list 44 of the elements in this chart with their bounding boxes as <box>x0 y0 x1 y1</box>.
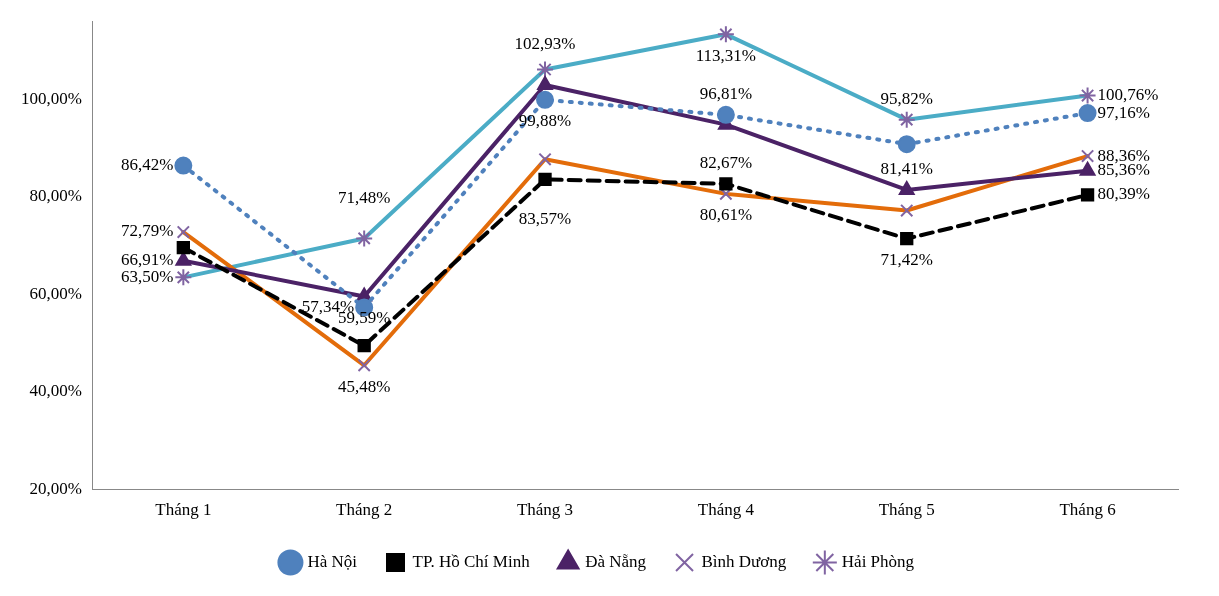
data-label: 100,76% <box>1097 85 1159 105</box>
y-tick-label: 40,00% <box>29 381 82 401</box>
data-label: 96,81% <box>699 84 753 104</box>
data-label: 83,57% <box>518 208 572 228</box>
legend-label: Hà Nội <box>307 551 358 571</box>
point <box>1078 104 1097 123</box>
data-label: 99,88% <box>518 111 572 131</box>
point <box>174 156 193 175</box>
data-label: 97,16% <box>1097 102 1150 122</box>
point <box>357 339 371 353</box>
y-tick-label: 80,00% <box>29 186 82 206</box>
data-label: 45,48% <box>337 376 391 396</box>
x-tick-label: Tháng 4 <box>697 500 755 520</box>
data-label: 102,93% <box>514 34 576 54</box>
data-label: 80,61% <box>699 205 753 225</box>
point <box>538 172 552 187</box>
legend-label: Bình Dương <box>701 551 787 571</box>
point <box>176 240 190 255</box>
data-label: 81,41% <box>880 159 933 179</box>
point <box>1080 188 1095 202</box>
data-label: 80,39% <box>1097 184 1150 204</box>
data-label: 71,42% <box>880 250 933 270</box>
data-label: 86,42% <box>120 154 174 174</box>
point <box>900 232 914 246</box>
y-tick-label: 20,00% <box>29 479 82 499</box>
x-tick-label: Tháng 3 <box>516 500 574 520</box>
x-tick-label: Tháng 5 <box>878 500 935 520</box>
x-tick-label: Tháng 2 <box>336 500 393 520</box>
x-tick-label: Tháng 6 <box>1059 500 1116 520</box>
data-label: 71,48% <box>337 187 391 207</box>
point <box>719 177 733 191</box>
data-label: 82,67% <box>699 153 753 173</box>
data-label: 72,79% <box>120 221 174 241</box>
y-tick-label: 60,00% <box>29 283 82 303</box>
data-label: 95,82% <box>880 89 933 109</box>
x-tick-label: Tháng 1 <box>155 500 212 520</box>
legend-label: TP. Hồ Chí Minh <box>412 551 531 571</box>
legend-label: Hải Phòng <box>841 551 915 571</box>
y-tick-label: 100,00% <box>20 88 82 108</box>
point <box>536 90 555 109</box>
data-label: 113,31% <box>695 45 757 65</box>
legend-label: Đà Nẵng <box>585 551 647 571</box>
point <box>897 135 916 154</box>
point <box>716 105 735 124</box>
